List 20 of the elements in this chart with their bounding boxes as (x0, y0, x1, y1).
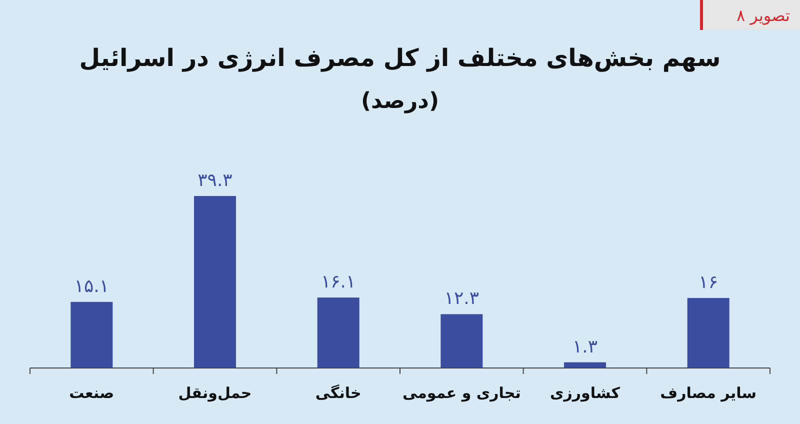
bar (194, 196, 236, 368)
text: تصویر ۸ (736, 6, 790, 25)
data-label: ۱۵.۱ (74, 276, 110, 297)
x-tick-label: خانگی (315, 384, 362, 402)
x-tick-label: صنعت (69, 384, 114, 402)
data-label: ۱۶.۱ (320, 272, 356, 293)
chart-subtitle: (درصد) (360, 89, 440, 114)
data-label: ۱۶ (698, 272, 718, 293)
x-tick-label: کشاورزی (550, 384, 620, 402)
data-label: ۱.۳ (572, 336, 598, 358)
chart-title: سهم بخش‌های مختلف از کل مصرف انرژی در اسرائیل (79, 44, 721, 72)
bar (70, 302, 113, 368)
x-tick-label: سایر مصارف (660, 384, 756, 402)
x-tick-label: تجاری و عمومی (402, 384, 521, 402)
data-label: ۱۲.۳ (444, 288, 480, 310)
bar (440, 314, 483, 368)
x-tick-label: حمل‌ونقل (178, 384, 252, 402)
bar (317, 298, 360, 368)
bar (687, 298, 730, 368)
data-label: ۳۹.۳ (198, 170, 233, 191)
